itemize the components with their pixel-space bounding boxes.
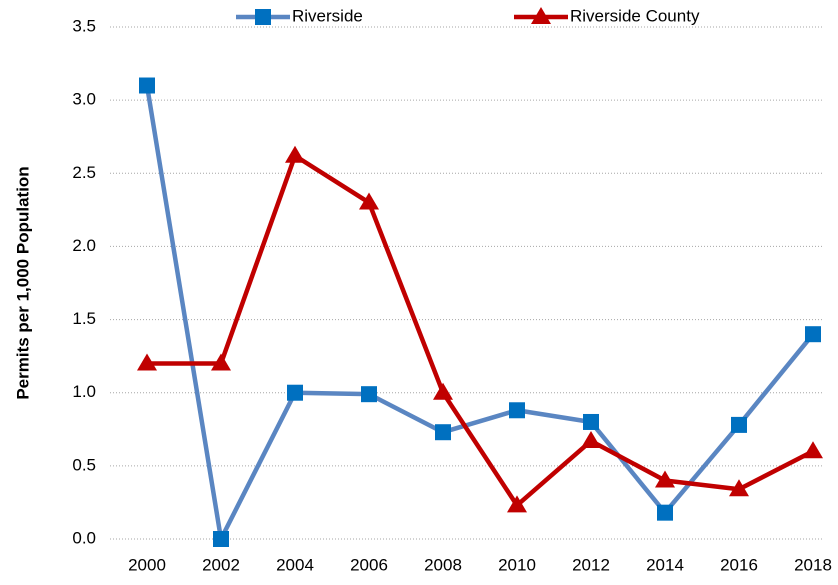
y-tick-label: 1.5 [72,309,96,328]
data-point [137,353,157,371]
data-point [805,326,821,343]
x-tick-label: 2000 [128,555,166,574]
data-point [139,77,155,94]
data-point [287,384,303,401]
legend-marker [255,9,271,25]
y-tick-label: 3.5 [72,16,96,35]
data-point [213,531,229,547]
x-tick-label: 2006 [350,555,388,574]
data-point [731,416,747,433]
y-tick-label: 0.0 [72,528,96,547]
data-point [361,386,377,403]
data-point [507,495,527,513]
x-tick-label: 2010 [498,555,536,574]
series-line [147,153,815,508]
data-point [285,145,305,163]
legend-label: Riverside County [570,6,700,25]
data-point [729,479,749,497]
legend-marker [531,7,551,24]
data-point [509,402,525,419]
x-tick-label: 2008 [424,555,462,574]
x-tick-label: 2016 [720,555,758,574]
x-tick-label: 2014 [646,555,684,574]
y-tick-label: 3.0 [72,90,96,109]
series-line [144,85,815,542]
x-tick-label: 2018 [794,555,832,574]
y-tick-label: 1.0 [72,382,96,401]
y-tick-label: 2.5 [72,163,96,182]
data-point [655,470,675,488]
x-tick-label: 2012 [572,555,610,574]
data-point [435,424,451,441]
data-point [583,413,599,430]
x-tick-label: 2004 [276,555,314,574]
data-point [211,353,231,371]
data-point [803,441,823,459]
y-axis-label: Permits per 1,000 Population [13,166,32,399]
data-point [657,504,673,521]
data-point [359,192,379,210]
data-point [433,382,453,400]
y-tick-label: 0.5 [72,455,96,474]
y-tick-label: 2.0 [72,236,96,255]
legend-label: Riverside [292,6,363,25]
x-tick-label: 2002 [202,555,240,574]
data-point [581,430,601,448]
